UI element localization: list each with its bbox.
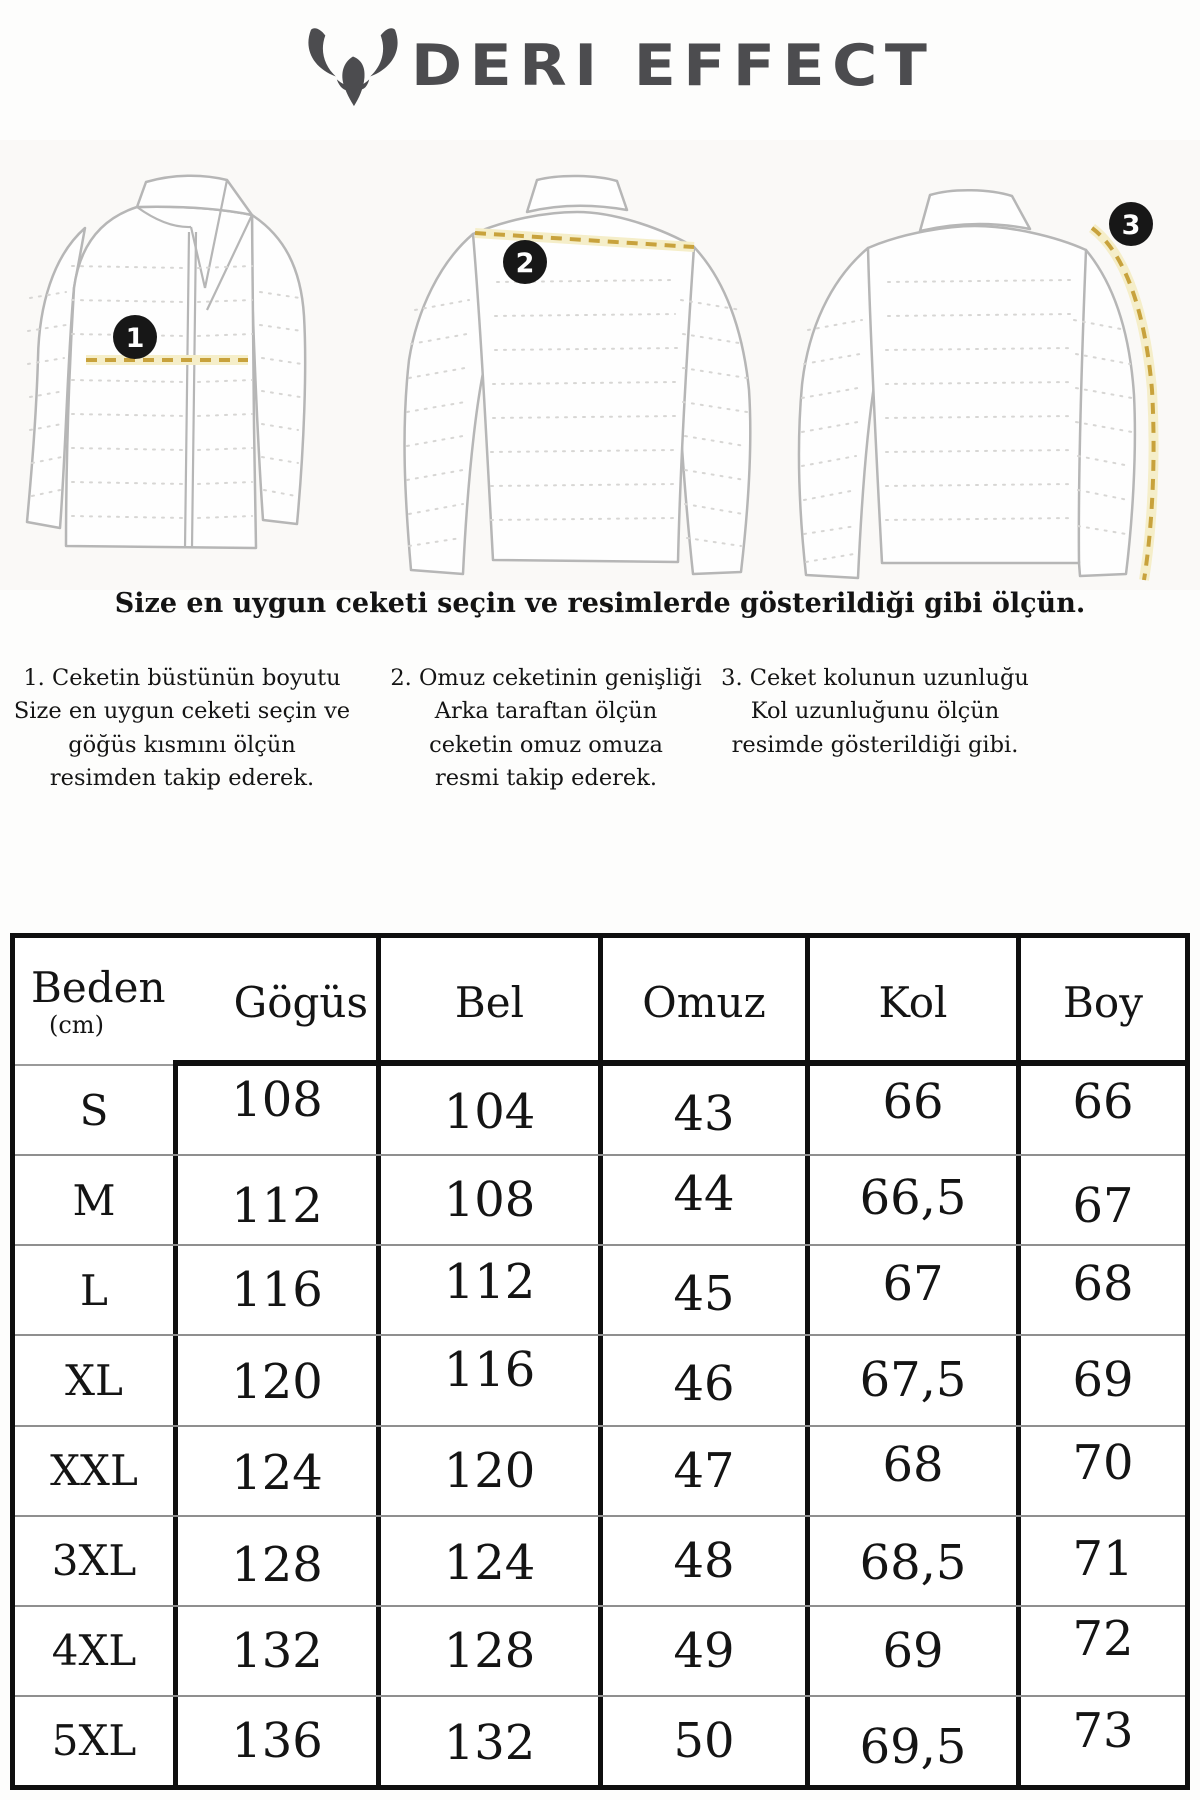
size-label: 4XL: [51, 1626, 137, 1676]
value-cell: 128: [376, 1606, 598, 1695]
header-cell-bel: Bel: [376, 938, 598, 1066]
value-cell: 112: [173, 1156, 376, 1245]
jacket-front-diagram: 1: [25, 174, 307, 550]
size-table-header: Beden (cm) Gögüs Bel Omuz Kol Boy: [15, 938, 1185, 1066]
instruction-block-1: 1. Ceketin büstünün boyutu Size en uygun…: [13, 665, 351, 791]
value-cell: 120: [376, 1426, 598, 1515]
value-cell: 116: [173, 1246, 376, 1335]
svg-text:2: 2: [516, 248, 535, 279]
value-cell: 120: [173, 1336, 376, 1425]
value-cell: 112: [376, 1246, 598, 1335]
table-row-XXL: XXL 124 120 47 68 70: [15, 1424, 1185, 1515]
brand-header: DERI EFFECT: [0, 18, 1200, 114]
header-cell-beden-gogus: Beden (cm) Gögüs: [15, 938, 376, 1066]
jacket-back-sleeve-diagram: 3: [797, 189, 1159, 581]
jacket-back-shoulder-diagram: 2: [403, 174, 752, 576]
header-label-beden: Beden: [31, 963, 166, 1012]
value-cell: 70: [1016, 1426, 1185, 1515]
value-cell: 48: [598, 1516, 805, 1605]
value-cell: 132: [173, 1606, 376, 1695]
instruction-block-3: 3. Ceket kolunun uzunluğu Kol uzunluğunu…: [721, 665, 1029, 758]
value-cell: 43: [598, 1066, 805, 1155]
brand-logo-text: DERI EFFECT: [410, 33, 935, 99]
value-cell: 136: [173, 1696, 376, 1785]
header-label-gogus: Gögüs: [233, 977, 368, 1027]
measurement-diagrams: 1 2: [0, 140, 1200, 590]
header-cell-boy: Boy: [1016, 938, 1185, 1066]
table-row-M: M 112 108 44 66,5 67: [15, 1154, 1185, 1245]
instructions: 1. Ceketin büstünün boyutu Size en uygun…: [0, 662, 1200, 832]
svg-text:3: 3: [1122, 210, 1141, 241]
table-row-L: L 116 112 45 67 68: [15, 1244, 1185, 1335]
value-cell: 67,5: [805, 1336, 1016, 1425]
sleeve-measure-line: [1090, 226, 1156, 581]
table-row-S: S 108 104 43 66 66: [15, 1066, 1185, 1155]
header-cell-kol: Kol: [805, 938, 1016, 1066]
instruction-block-2: 2. Omuz ceketinin genişliği Arka tarafta…: [390, 665, 702, 791]
header-cell-omuz: Omuz: [598, 938, 805, 1066]
value-cell: 50: [598, 1696, 805, 1785]
value-cell: 108: [376, 1156, 598, 1245]
table-row-4XL: 4XL 132 128 49 69 72: [15, 1604, 1185, 1695]
value-cell: 66: [1016, 1066, 1185, 1155]
value-cell: 66,5: [805, 1156, 1016, 1245]
bull-icon: [308, 28, 398, 107]
value-cell: 71: [1016, 1516, 1185, 1605]
value-cell: 47: [598, 1426, 805, 1515]
value-cell: 73: [1016, 1696, 1185, 1785]
header-separator-thin: [15, 1064, 173, 1066]
measure-marker-3: 3: [1109, 202, 1153, 246]
size-label: M: [72, 1175, 116, 1225]
value-cell: 69,5: [805, 1696, 1016, 1785]
measure-marker-2: 2: [503, 240, 547, 284]
value-cell: 132: [376, 1696, 598, 1785]
value-cell: 44: [598, 1156, 805, 1245]
svg-text:1: 1: [126, 323, 145, 354]
value-cell: 116: [376, 1336, 598, 1425]
value-cell: 124: [173, 1426, 376, 1515]
size-label: XXL: [50, 1446, 138, 1496]
size-label: S: [79, 1085, 109, 1135]
quilt-lines: [801, 279, 1133, 563]
value-cell: 68: [805, 1426, 1016, 1515]
table-row-XL: XL 120 116 46 67,5 69: [15, 1334, 1185, 1425]
size-label: L: [80, 1265, 108, 1315]
value-cell: 46: [598, 1336, 805, 1425]
value-cell: 45: [598, 1246, 805, 1335]
value-cell: 72: [1016, 1606, 1185, 1695]
size-table-body: S 108 104 43 66 66 M 112 108 44 66,5 67 L 116 112 45 67 6…: [15, 1066, 1185, 1785]
page-title: Size en uygun ceketi seçin ve resimlerde…: [114, 588, 1086, 619]
quilt-lines: [27, 265, 303, 519]
table-row-5XL: 5XL 136 132 50 69,5 73: [15, 1694, 1185, 1785]
size-label: XL: [65, 1355, 123, 1405]
quilt-lines: [406, 279, 748, 547]
size-table: Beden (cm) Gögüs Bel Omuz Kol Boy S 108 10…: [10, 933, 1190, 1790]
value-cell: 67: [1016, 1156, 1185, 1245]
header-unit-label: (cm): [49, 1011, 104, 1039]
size-label: 3XL: [51, 1536, 137, 1586]
value-cell: 69: [805, 1606, 1016, 1695]
value-cell: 49: [598, 1606, 805, 1695]
value-cell: 104: [376, 1066, 598, 1155]
value-cell: 67: [805, 1246, 1016, 1335]
value-cell: 66: [805, 1066, 1016, 1155]
value-cell: 124: [376, 1516, 598, 1605]
measure-marker-1: 1: [113, 315, 157, 359]
value-cell: 128: [173, 1516, 376, 1605]
header-separator-thick: [173, 1060, 1185, 1066]
size-label: 5XL: [51, 1716, 137, 1766]
value-cell: 69: [1016, 1336, 1185, 1425]
value-cell: 68: [1016, 1246, 1185, 1335]
value-cell: 68,5: [805, 1516, 1016, 1605]
table-row-3XL: 3XL 128 124 48 68,5 71: [15, 1514, 1185, 1605]
value-cell: 108: [173, 1066, 376, 1155]
